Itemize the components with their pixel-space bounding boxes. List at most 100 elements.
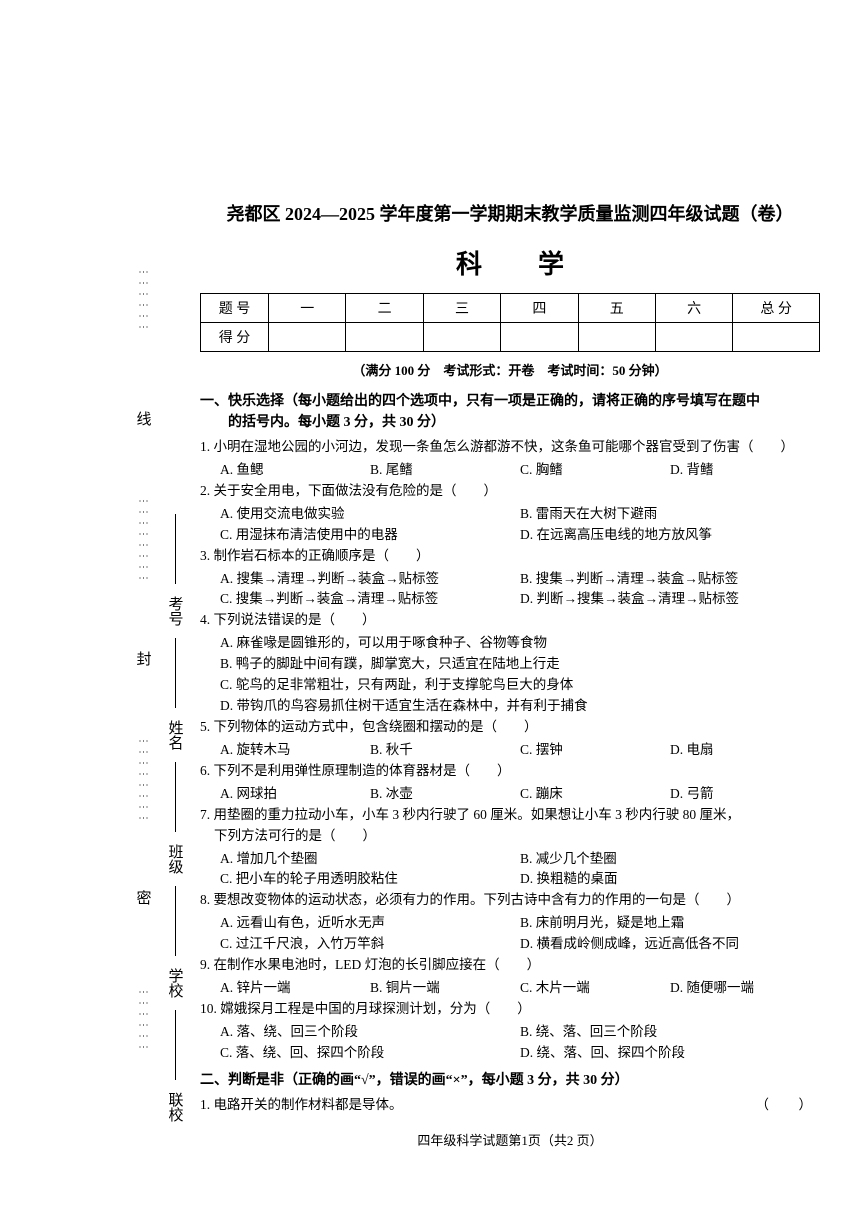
- q3-opt-c: C. 搜集→判断→装盒→清理→贴标签: [220, 589, 520, 610]
- q8-options: A. 远看山有色，近听水无声 B. 床前明月光，疑是地上霜 C. 过江千尺浪，入…: [200, 913, 820, 955]
- score-value-cell[interactable]: [733, 323, 820, 352]
- binding-label-seal: 封: [133, 651, 154, 670]
- field-name: 姓名: [165, 720, 186, 750]
- field-line: [175, 638, 176, 708]
- q3-stem: 3. 制作岩石标本的正确顺序是（ ）: [200, 546, 820, 567]
- q7-options: A. 增加几个垫圈 B. 减少几个垫圈 C. 把小车的轮子用透明胶粘住 D. 换…: [200, 849, 820, 891]
- judge-1: 1. 电路开关的制作材料都是导体。 （ ）: [200, 1095, 820, 1116]
- field-line: [175, 1010, 176, 1080]
- score-header-cell: 五: [578, 294, 655, 323]
- score-header-row: 题 号 一 二 三 四 五 六 总 分: [201, 294, 820, 323]
- field-school: 学校: [165, 968, 186, 998]
- score-value-cell[interactable]: [423, 323, 500, 352]
- q6-opt-a: A. 网球拍: [220, 784, 370, 805]
- q1-stem: 1. 小明在湿地公园的小河边，发现一条鱼怎么游都游不快，这条鱼可能哪个器官受到了…: [200, 437, 820, 458]
- q7-stem-l2: 下列方法可行的是（ ）: [200, 826, 820, 847]
- q5-options: A. 旋转木马 B. 秋千 C. 摆钟 D. 电扇: [200, 740, 820, 761]
- score-value-cell[interactable]: [269, 323, 346, 352]
- q10-opt-b: B. 绕、落、回三个阶段: [520, 1022, 820, 1043]
- section-2-heading: 二、判断是非（正确的画“√”，错误的画“×”，每小题 3 分，共 30 分）: [200, 1070, 820, 1091]
- page-title: 尧都区 2024—2025 学年度第一学期期末教学质量监测四年级试题（卷）: [200, 200, 820, 226]
- q5-opt-a: A. 旋转木马: [220, 740, 370, 761]
- answer-blank[interactable]: （ ）: [756, 1095, 821, 1116]
- binding-label-secret: 密: [133, 890, 154, 909]
- q5-opt-b: B. 秋千: [370, 740, 520, 761]
- q9-options: A. 锌片一端 B. 铜片一端 C. 木片一端 D. 随便哪一端: [200, 978, 820, 999]
- question-6: 6. 下列不是利用弹性原理制造的体育器材是（ ）: [200, 761, 820, 782]
- score-table: 题 号 一 二 三 四 五 六 总 分 得 分: [200, 293, 820, 352]
- q7-opt-a: A. 增加几个垫圈: [220, 849, 520, 870]
- section-1-line2: 的括号内。每小题 3 分，共 30 分）: [200, 412, 820, 433]
- q6-options: A. 网球拍 B. 冰壶 C. 蹦床 D. 弓箭: [200, 784, 820, 805]
- field-exam-number: 考号: [165, 596, 186, 626]
- q1-options: A. 鱼鳃 B. 尾鳍 C. 胸鳍 D. 背鳍: [200, 460, 820, 481]
- question-9: 9. 在制作水果电池时，LED 灯泡的长引脚应接在（ ）: [200, 955, 820, 976]
- q1-opt-a: A. 鱼鳃: [220, 460, 370, 481]
- q8-opt-a: A. 远看山有色，近听水无声: [220, 913, 520, 934]
- q6-opt-d: D. 弓箭: [670, 784, 820, 805]
- score-header-cell: 六: [655, 294, 732, 323]
- question-8: 8. 要想改变物体的运动状态，必须有力的作用。下列古诗中含有力的作用的一句是（ …: [200, 890, 820, 911]
- question-3: 3. 制作岩石标本的正确顺序是（ ）: [200, 546, 820, 567]
- binding-dots: ⋮⋮⋮⋮⋮⋮⋮⋮: [138, 670, 149, 891]
- q7-stem-l1: 7. 用垫圈的重力拉动小车，小车 3 秒内行驶了 60 厘米。如果想让小车 3 …: [200, 805, 820, 826]
- q8-opt-c: C. 过江千尺浪，入竹万竿斜: [220, 934, 520, 955]
- exam-page: 尧都区 2024—2025 学年度第一学期期末教学质量监测四年级试题（卷） 科学…: [200, 200, 820, 1149]
- student-info-column: 联校 学校 班级 姓名 考号: [160, 190, 190, 1130]
- score-value-row: 得 分: [201, 323, 820, 352]
- q10-opt-a: A. 落、绕、回三个阶段: [220, 1022, 520, 1043]
- score-header-cell: 四: [501, 294, 578, 323]
- q5-stem: 5. 下列物体的运动方式中，包含绕圈和摆动的是（ ）: [200, 717, 820, 738]
- score-value-cell[interactable]: [578, 323, 655, 352]
- q4-opt-c: C. 鸵鸟的足非常粗壮，只有两趾，利于支撑鸵鸟巨大的身体: [220, 675, 820, 696]
- field-line: [175, 762, 176, 832]
- q7-opt-b: B. 减少几个垫圈: [520, 849, 820, 870]
- score-header-cell: 二: [346, 294, 423, 323]
- q4-stem: 4. 下列说法错误的是（ ）: [200, 610, 820, 631]
- question-10: 10. 嫦娥探月工程是中国的月球探测计划，分为（ ）: [200, 999, 820, 1020]
- q10-options: A. 落、绕、回三个阶段 B. 绕、落、回三个阶段 C. 落、绕、回、探四个阶段…: [200, 1022, 820, 1064]
- q9-opt-c: C. 木片一端: [520, 978, 670, 999]
- score-value-cell[interactable]: [501, 323, 578, 352]
- q2-opt-b: B. 雷雨天在大树下避雨: [520, 504, 820, 525]
- binding-margin: ⋮⋮⋮⋮⋮⋮ 线 ⋮⋮⋮⋮⋮⋮⋮⋮ 封 ⋮⋮⋮⋮⋮⋮⋮⋮ 密 ⋮⋮⋮⋮⋮⋮: [128, 190, 158, 1130]
- score-value-cell[interactable]: [655, 323, 732, 352]
- score-header-cell: 总 分: [733, 294, 820, 323]
- q2-stem: 2. 关于安全用电，下面做法没有危险的是（ ）: [200, 481, 820, 502]
- score-header-cell: 题 号: [201, 294, 269, 323]
- q1-opt-d: D. 背鳍: [670, 460, 820, 481]
- section-1-line1: 一、快乐选择（每小题给出的四个选项中，只有一项是正确的，请将正确的序号填写在题中: [200, 394, 760, 409]
- binding-dots: ⋮⋮⋮⋮⋮⋮: [138, 909, 149, 1130]
- field-class: 班级: [165, 844, 186, 874]
- score-header-cell: 三: [423, 294, 500, 323]
- q7-opt-c: C. 把小车的轮子用透明胶粘住: [220, 869, 520, 890]
- binding-dots: ⋮⋮⋮⋮⋮⋮⋮⋮: [138, 430, 149, 651]
- q1-opt-c: C. 胸鳍: [520, 460, 670, 481]
- q9-opt-d: D. 随便哪一端: [670, 978, 820, 999]
- score-label-cell: 得 分: [201, 323, 269, 352]
- question-5: 5. 下列物体的运动方式中，包含绕圈和摆动的是（ ）: [200, 717, 820, 738]
- question-2: 2. 关于安全用电，下面做法没有危险的是（ ）: [200, 481, 820, 502]
- exam-info: （满分 100 分 考试形式：开卷 考试时间：50 分钟）: [200, 360, 820, 379]
- q1-opt-b: B. 尾鳍: [370, 460, 520, 481]
- score-header-cell: 一: [269, 294, 346, 323]
- question-1: 1. 小明在湿地公园的小河边，发现一条鱼怎么游都游不快，这条鱼可能哪个器官受到了…: [200, 437, 820, 458]
- q6-opt-c: C. 蹦床: [520, 784, 670, 805]
- q3-options: A. 搜集→清理→判断→装盒→贴标签 B. 搜集→判断→清理→装盒→贴标签 C.…: [200, 569, 820, 611]
- q8-stem: 8. 要想改变物体的运动状态，必须有力的作用。下列古诗中含有力的作用的一句是（ …: [200, 890, 820, 911]
- page-footer: 四年级科学试题第1页（共2 页）: [200, 1130, 820, 1149]
- q9-opt-a: A. 锌片一端: [220, 978, 370, 999]
- question-4: 4. 下列说法错误的是（ ）: [200, 610, 820, 631]
- q4-opt-d: D. 带钩爪的鸟容易抓住树干适宜生活在森林中，并有利于捕食: [220, 696, 820, 717]
- q10-opt-d: D. 绕、落、回、探四个阶段: [520, 1043, 820, 1064]
- q2-options: A. 使用交流电做实验 B. 雷雨天在大树下避雨 C. 用湿抹布清洁使用中的电器…: [200, 504, 820, 546]
- score-value-cell[interactable]: [346, 323, 423, 352]
- q2-opt-c: C. 用湿抹布清洁使用中的电器: [220, 525, 520, 546]
- q6-opt-b: B. 冰壶: [370, 784, 520, 805]
- section-1-heading: 一、快乐选择（每小题给出的四个选项中，只有一项是正确的，请将正确的序号填写在题中…: [200, 391, 820, 433]
- q3-opt-d: D. 判断→搜集→装盒→清理→贴标签: [520, 589, 820, 610]
- q3-opt-b: B. 搜集→判断→清理→装盒→贴标签: [520, 569, 820, 590]
- binding-dots: ⋮⋮⋮⋮⋮⋮: [138, 190, 149, 411]
- q10-stem: 10. 嫦娥探月工程是中国的月球探测计划，分为（ ）: [200, 999, 820, 1020]
- binding-label-line: 线: [133, 411, 154, 430]
